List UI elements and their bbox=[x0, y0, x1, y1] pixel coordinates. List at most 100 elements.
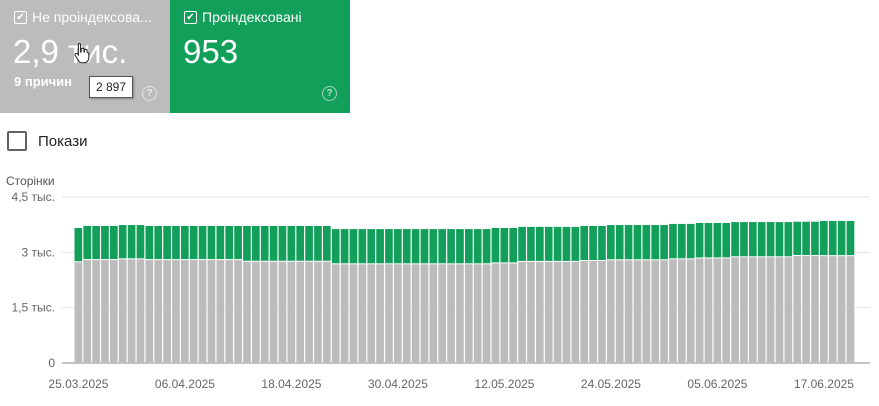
bar-indexed[interactable] bbox=[678, 223, 686, 259]
bar-indexed[interactable] bbox=[225, 225, 234, 260]
bar-indexed[interactable] bbox=[101, 225, 109, 260]
bar-not-indexed[interactable] bbox=[252, 261, 260, 363]
bar-indexed[interactable] bbox=[234, 225, 242, 260]
bar-indexed[interactable] bbox=[358, 229, 367, 264]
bar-not-indexed[interactable] bbox=[331, 264, 340, 363]
bar-indexed[interactable] bbox=[189, 225, 198, 260]
bar-indexed[interactable] bbox=[784, 222, 793, 257]
bar-indexed[interactable] bbox=[775, 222, 784, 257]
bar-not-indexed[interactable] bbox=[367, 264, 376, 363]
bar-not-indexed[interactable] bbox=[145, 260, 154, 363]
bar-not-indexed[interactable] bbox=[500, 263, 509, 363]
bar-indexed[interactable] bbox=[589, 225, 597, 261]
bar-indexed[interactable] bbox=[624, 225, 633, 260]
bar-not-indexed[interactable] bbox=[722, 258, 731, 363]
bar-not-indexed[interactable] bbox=[411, 264, 420, 363]
bar-indexed[interactable] bbox=[402, 229, 411, 264]
bar-indexed[interactable] bbox=[349, 229, 358, 264]
bar-not-indexed[interactable] bbox=[154, 260, 163, 363]
bar-indexed[interactable] bbox=[172, 225, 180, 260]
bar-not-indexed[interactable] bbox=[553, 261, 562, 363]
bar-indexed[interactable] bbox=[340, 229, 349, 264]
impressions-checkbox[interactable]: Покази bbox=[7, 131, 87, 151]
bar-not-indexed[interactable] bbox=[544, 261, 553, 363]
bar-indexed[interactable] bbox=[438, 229, 447, 264]
bar-indexed[interactable] bbox=[731, 222, 739, 257]
bar-not-indexed[interactable] bbox=[314, 261, 322, 363]
bar-indexed[interactable] bbox=[766, 222, 775, 257]
bar-indexed[interactable] bbox=[331, 229, 340, 264]
indexed-card[interactable]: ✔ Проіндексовані 953 ? bbox=[170, 0, 350, 113]
bar-not-indexed[interactable] bbox=[447, 264, 455, 363]
bar-indexed[interactable] bbox=[145, 225, 154, 260]
bar-not-indexed[interactable] bbox=[473, 264, 482, 363]
bar-indexed[interactable] bbox=[607, 225, 615, 260]
bar-not-indexed[interactable] bbox=[686, 259, 695, 363]
bar-not-indexed[interactable] bbox=[580, 261, 589, 363]
checkbox-checked-icon[interactable]: ✔ bbox=[14, 11, 27, 24]
bar-indexed[interactable] bbox=[411, 229, 420, 264]
bar-indexed[interactable] bbox=[456, 229, 464, 264]
bar-not-indexed[interactable] bbox=[731, 257, 739, 363]
bar-not-indexed[interactable] bbox=[509, 263, 518, 363]
bar-indexed[interactable] bbox=[633, 225, 642, 260]
bar-indexed[interactable] bbox=[74, 227, 83, 262]
help-icon[interactable]: ? bbox=[322, 86, 337, 101]
bar-indexed[interactable] bbox=[837, 220, 846, 256]
bar-not-indexed[interactable] bbox=[615, 260, 624, 363]
checkbox-checked-icon[interactable]: ✔ bbox=[184, 11, 197, 24]
bar-indexed[interactable] bbox=[181, 225, 189, 260]
bar-not-indexed[interactable] bbox=[571, 261, 580, 363]
bar-indexed[interactable] bbox=[749, 222, 757, 257]
bar-not-indexed[interactable] bbox=[358, 264, 367, 363]
bar-indexed[interactable] bbox=[465, 229, 473, 264]
bar-indexed[interactable] bbox=[846, 220, 855, 256]
bar-not-indexed[interactable] bbox=[669, 259, 677, 363]
bar-not-indexed[interactable] bbox=[704, 258, 713, 363]
bar-not-indexed[interactable] bbox=[287, 261, 296, 363]
bar-indexed[interactable] bbox=[154, 225, 163, 260]
bar-not-indexed[interactable] bbox=[766, 257, 775, 363]
bar-not-indexed[interactable] bbox=[243, 261, 251, 363]
bar-not-indexed[interactable] bbox=[740, 257, 748, 363]
bar-not-indexed[interactable] bbox=[757, 257, 766, 363]
bar-not-indexed[interactable] bbox=[775, 257, 784, 363]
bar-not-indexed[interactable] bbox=[456, 264, 464, 363]
bar-indexed[interactable] bbox=[92, 225, 100, 260]
bar-not-indexed[interactable] bbox=[163, 260, 171, 363]
bar-not-indexed[interactable] bbox=[465, 264, 473, 363]
bar-indexed[interactable] bbox=[722, 223, 731, 258]
bar-not-indexed[interactable] bbox=[660, 260, 668, 363]
bar-indexed[interactable] bbox=[305, 225, 313, 261]
bar-not-indexed[interactable] bbox=[278, 261, 287, 363]
bar-not-indexed[interactable] bbox=[607, 260, 615, 363]
bar-not-indexed[interactable] bbox=[651, 260, 660, 363]
bar-not-indexed[interactable] bbox=[811, 256, 819, 363]
bar-not-indexed[interactable] bbox=[624, 260, 633, 363]
bar-not-indexed[interactable] bbox=[118, 259, 127, 363]
bar-indexed[interactable] bbox=[243, 225, 251, 261]
bar-indexed[interactable] bbox=[518, 226, 526, 261]
bar-indexed[interactable] bbox=[651, 225, 660, 260]
bar-not-indexed[interactable] bbox=[296, 261, 305, 363]
bar-indexed[interactable] bbox=[793, 221, 802, 256]
bar-not-indexed[interactable] bbox=[793, 256, 802, 363]
bar-not-indexed[interactable] bbox=[642, 260, 651, 363]
bar-indexed[interactable] bbox=[580, 225, 589, 261]
bar-not-indexed[interactable] bbox=[172, 260, 180, 363]
bar-indexed[interactable] bbox=[420, 229, 429, 264]
bar-indexed[interactable] bbox=[260, 225, 269, 261]
bar-indexed[interactable] bbox=[669, 223, 677, 259]
not-indexed-card[interactable]: ✔ Не проіндексова... 2,9 тис. 9 причин ?… bbox=[0, 0, 170, 113]
bar-indexed[interactable] bbox=[447, 229, 455, 264]
bar-not-indexed[interactable] bbox=[784, 257, 793, 363]
bar-indexed[interactable] bbox=[278, 225, 287, 261]
bar-indexed[interactable] bbox=[660, 225, 668, 260]
bar-indexed[interactable] bbox=[704, 223, 713, 258]
bar-not-indexed[interactable] bbox=[198, 260, 207, 363]
bar-indexed[interactable] bbox=[216, 225, 225, 260]
bar-not-indexed[interactable] bbox=[127, 259, 136, 363]
bar-not-indexed[interactable] bbox=[216, 260, 225, 363]
bar-not-indexed[interactable] bbox=[802, 256, 810, 363]
bar-indexed[interactable] bbox=[376, 229, 384, 264]
